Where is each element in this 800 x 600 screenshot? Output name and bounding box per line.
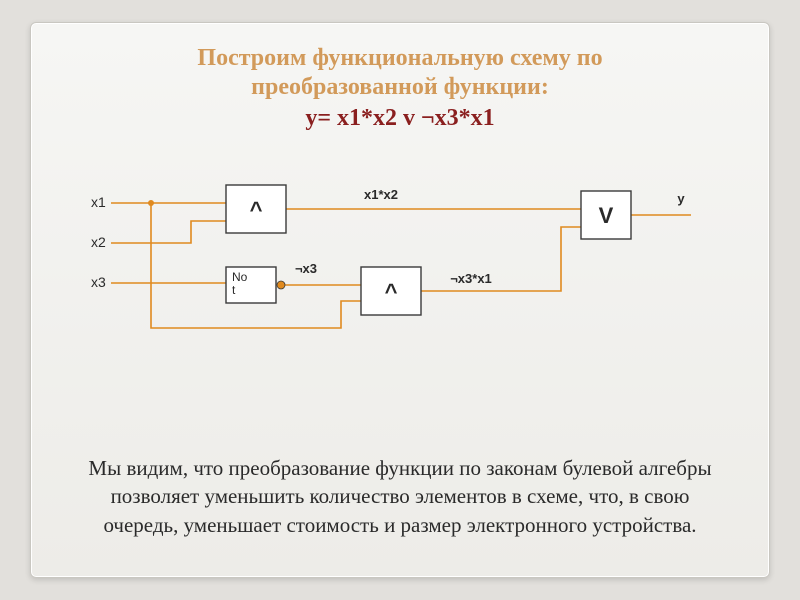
svg-text:^: ^ xyxy=(250,197,263,222)
logic-diagram: ^Not^V x1x2x3 x1*x2¬x3¬x3*x1y xyxy=(31,173,770,373)
svg-text:y: y xyxy=(677,191,685,206)
svg-text:^: ^ xyxy=(385,279,398,304)
svg-text:x3: x3 xyxy=(91,274,106,290)
slide-panel: Построим функциональную схему по преобра… xyxy=(30,22,770,578)
svg-text:x1: x1 xyxy=(91,194,106,210)
title-line-2: преобразованной функции: xyxy=(31,74,769,101)
svg-text:¬x3*x1: ¬x3*x1 xyxy=(450,271,492,286)
formula-text: y= x1*x2 v ¬x3*x1 xyxy=(31,105,769,132)
svg-text:x2: x2 xyxy=(91,234,106,250)
svg-text:x1*x2: x1*x2 xyxy=(364,187,398,202)
svg-text:V: V xyxy=(599,203,614,228)
svg-text:¬x3: ¬x3 xyxy=(295,261,317,276)
conclusion-text: Мы видим, что преобразование функции по … xyxy=(71,454,729,539)
title-line-1: Построим функциональную схему по xyxy=(31,45,769,72)
